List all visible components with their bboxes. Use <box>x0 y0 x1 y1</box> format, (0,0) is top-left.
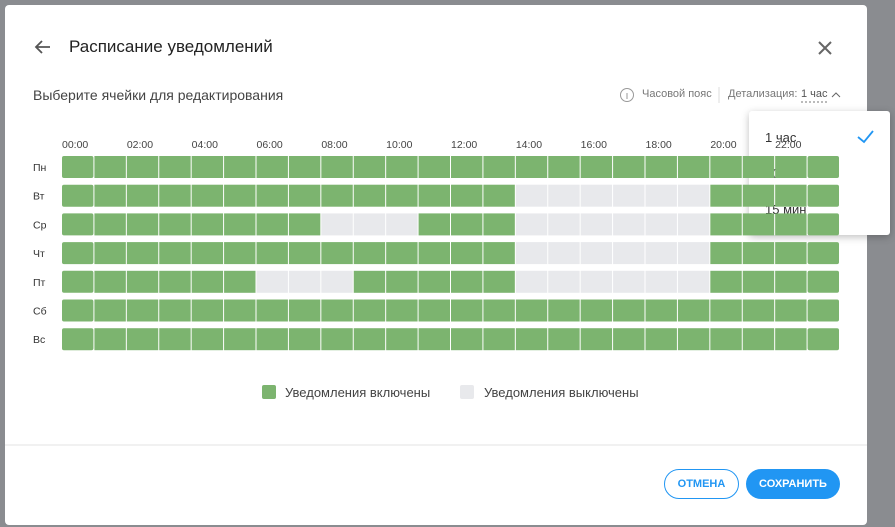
dropdown-option[interactable]: 15 мин <box>765 202 807 217</box>
hint: Выберите ячейки для редактирования <box>33 87 284 103</box>
modal <box>5 5 867 525</box>
save-button[interactable]: СОХРАНИТЬ <box>746 469 840 499</box>
detail-value[interactable]: 1 час <box>801 88 828 100</box>
dropdown-option[interactable]: 1 час <box>765 130 797 145</box>
dropdown-option[interactable]: 30 мин <box>765 166 807 181</box>
title: Расписание уведомлений <box>69 37 273 56</box>
cancel-button[interactable]: ОТМЕНА <box>664 469 739 499</box>
timezone[interactable]: Часовой пояс <box>642 88 712 100</box>
dropdown: 1 час 30 мин 15 мин <box>749 111 890 235</box>
detail-label: Детализация: <box>728 88 798 100</box>
